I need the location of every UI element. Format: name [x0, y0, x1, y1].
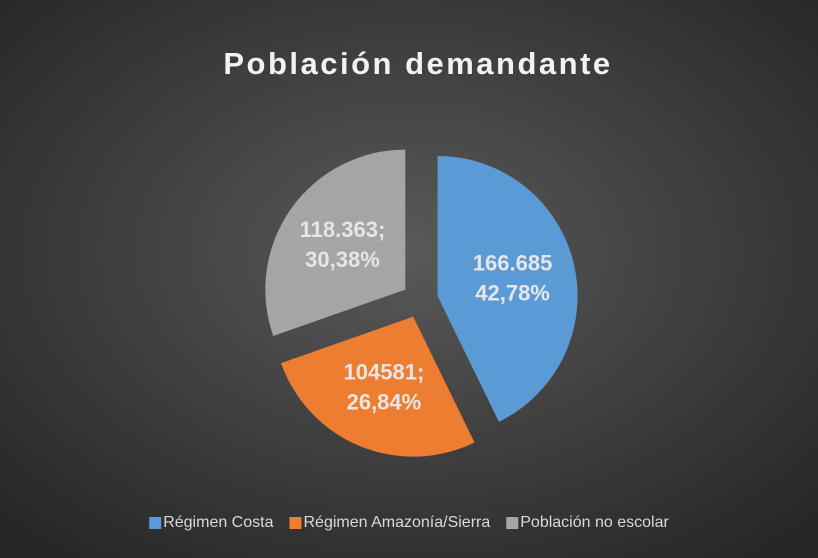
data-label: 30,38% [305, 247, 380, 272]
pie-slice [437, 155, 578, 422]
data-label: 118.363; [300, 217, 386, 242]
data-label: 26,84% [347, 390, 422, 415]
legend-label: Población no escolar [520, 514, 669, 531]
data-label: 104581; [344, 360, 425, 385]
legend-label: Régimen Costa [163, 514, 273, 531]
legend-label: Régimen Amazonía/Sierra [303, 514, 490, 531]
data-label: 166.685 [473, 250, 553, 275]
legend-swatch [289, 517, 302, 529]
pie-slice [281, 316, 475, 457]
legend-swatch [506, 517, 519, 529]
pie-slice [265, 149, 406, 337]
data-label: 42,78% [475, 280, 550, 305]
legend: Régimen Costa Régimen Amazonía/Sierra Pobl… [149, 514, 669, 531]
chart-title: Población demandante [223, 46, 612, 81]
legend-swatch [149, 517, 162, 529]
